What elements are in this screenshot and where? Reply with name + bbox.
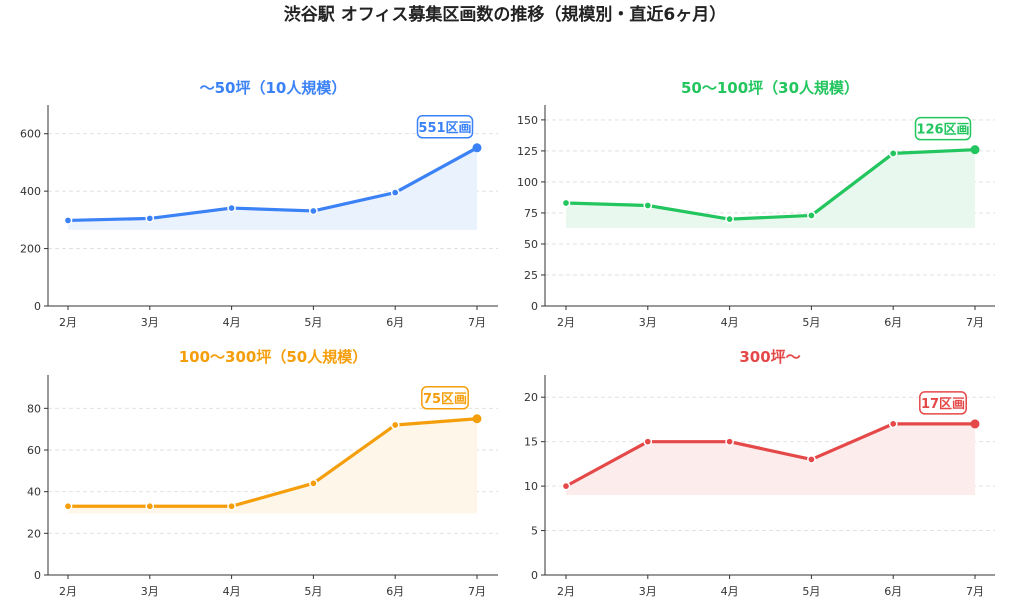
y-tick-label: 60 [27,444,41,457]
y-tick-label: 0 [531,300,538,313]
data-point [472,414,482,424]
y-tick-label: 20 [524,391,538,404]
y-tick-label: 100 [517,176,538,189]
data-point [309,478,318,488]
data-point [390,188,400,197]
annotation-box [914,116,972,141]
y-tick-label: 50 [524,238,538,251]
x-tick-label: 7月 [966,316,984,329]
panel-title: 〜50坪（10人規模） [200,79,347,97]
x-tick-label: 2月 [59,585,77,598]
x-tick-label: 4月 [721,316,739,329]
x-tick-label: 2月 [557,316,575,329]
data-point [145,501,155,511]
data-point [725,214,734,224]
y-tick-label: 25 [524,269,538,282]
panel-title: 100〜300坪（50人規模） [179,348,368,366]
y-tick-label: 40 [27,486,41,499]
x-tick-label: 3月 [639,316,657,329]
x-tick-label: 4月 [223,585,241,598]
x-tick-label: 6月 [386,316,404,329]
y-tick-label: 150 [517,114,538,127]
data-point [970,145,980,155]
x-tick-label: 6月 [884,585,902,598]
data-point [561,481,571,491]
y-tick-label: 20 [27,527,41,540]
data-point [888,419,898,429]
area-fill [68,147,477,230]
annotation-label: 17区画 [921,397,965,412]
y-tick-label: 5 [531,525,538,538]
x-tick-label: 5月 [802,316,820,329]
data-point [63,216,73,225]
x-tick-label: 5月 [802,585,820,598]
chart-panel: 100〜300坪（50人規模） 0 20 40 60 80 2月 3月 4月 5月 6月 7月 75区画 [27,348,498,598]
data-point [643,437,653,447]
data-point [807,455,816,464]
panel-title: 50〜100坪（30人規模） [681,79,859,97]
series-line [564,422,977,488]
y-tick-label: 600 [20,128,41,141]
data-point [472,143,482,153]
figure-title: 渋谷駅 オフィス募集区画数の推移（規模別・直近6ヶ月） [284,4,726,25]
x-tick-label: 3月 [141,316,159,329]
x-tick-label: 5月 [304,316,322,329]
data-point [970,419,980,429]
y-tick-label: 15 [524,436,538,449]
data-point [309,206,318,216]
panel-title: 300坪〜 [739,348,800,366]
data-point [227,501,236,511]
x-tick-label: 7月 [966,585,984,598]
annotation-label: 551区画 [418,121,471,136]
y-tick-label: 200 [20,243,41,256]
area-fill [68,418,477,514]
x-tick-label: 2月 [59,316,77,329]
area-fill [566,423,975,495]
data-point [63,501,73,511]
data-point [807,211,816,220]
x-tick-label: 6月 [386,585,404,598]
data-point [227,203,236,213]
y-tick-label: 0 [34,300,41,313]
x-tick-label: 5月 [304,585,322,598]
x-tick-label: 7月 [468,316,486,329]
y-tick-label: 0 [34,569,41,582]
chart-panel: 50〜100坪（30人規模） 0 25 50 75 100 125 150 2月 3月 4月 5月 6月… [517,79,995,329]
data-point [725,437,734,447]
y-tick-label: 75 [524,207,538,220]
series-line [564,148,977,221]
y-tick-label: 400 [20,185,41,198]
annotation-box [919,391,967,415]
series-line [66,146,479,223]
y-tick-label: 125 [517,145,538,158]
x-tick-label: 4月 [223,316,241,329]
series-line [66,417,479,508]
x-tick-label: 4月 [721,585,739,598]
x-tick-label: 7月 [468,585,486,598]
annotation-label: 126区画 [916,123,969,138]
annotation-box [421,386,469,410]
x-tick-label: 6月 [884,316,902,329]
chart-panel: 300坪〜 0 5 10 15 20 2月 3月 4月 5月 6月 7月 17区画 [524,348,995,598]
chart-panel: 〜50坪（10人規模） 0 200 400 600 2月 3月 4月 5月 6月 7月 551区画 [20,79,498,329]
annotation-label: 75区画 [423,392,467,407]
data-point [390,420,400,430]
data-point [643,201,653,210]
x-tick-label: 3月 [639,585,657,598]
x-tick-label: 3月 [141,585,159,598]
y-tick-label: 0 [531,569,538,582]
data-point [145,214,155,223]
data-point [888,149,898,158]
y-tick-label: 10 [524,480,538,493]
x-tick-label: 2月 [557,585,575,598]
data-point [561,198,571,208]
y-tick-label: 80 [27,402,41,415]
annotation-box [416,115,474,139]
